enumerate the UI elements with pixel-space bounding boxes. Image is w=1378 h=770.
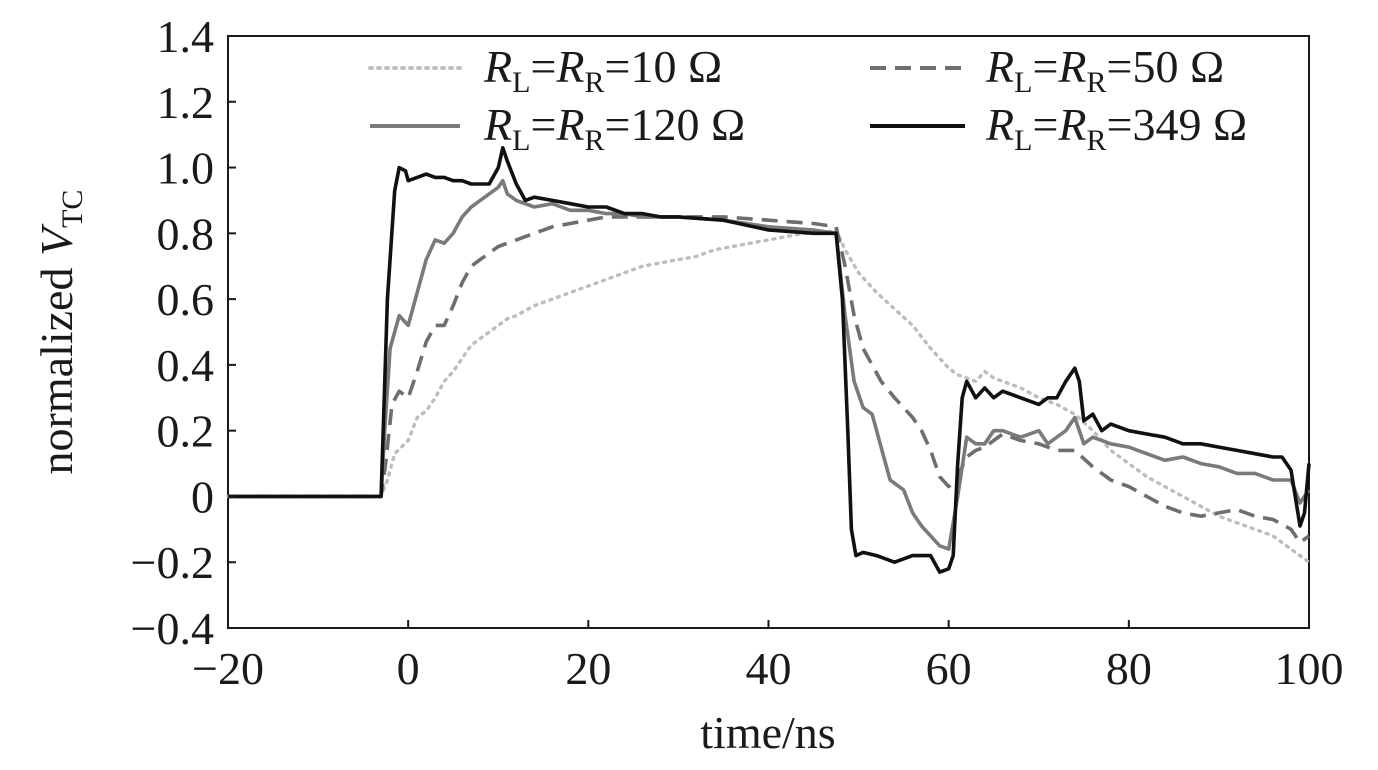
y-tick-label: 1.0 bbox=[157, 143, 215, 194]
y-tick-label: 0.2 bbox=[157, 406, 215, 457]
y-tick-label: −0.4 bbox=[131, 603, 214, 654]
series-layer bbox=[226, 146, 1311, 574]
series-line-3 bbox=[228, 146, 1311, 574]
legend: RL=RR=10 Ω RL=RR=50 Ω RL=RR=120 Ω RL=RR=349… bbox=[368, 41, 1247, 157]
y-tick-label: 0.4 bbox=[157, 340, 215, 391]
x-tick-label: −20 bbox=[192, 643, 264, 694]
legend-label-0: RL=RR=10 Ω bbox=[483, 41, 722, 99]
legend-label-3: RL=RR=349 Ω bbox=[985, 99, 1247, 157]
y-axis-title-sub: TC bbox=[56, 190, 89, 228]
x-tick-label: 60 bbox=[926, 643, 972, 694]
axis-ticks: −20 0 20 40 60 80 100 −0.4 −0.2 0 0.2 0.4 0.6 0.8 1.0 1… bbox=[131, 11, 1344, 694]
y-tick-label: −0.2 bbox=[131, 537, 214, 588]
series-line-1 bbox=[228, 215, 1311, 545]
x-tick-label: 20 bbox=[565, 643, 611, 694]
y-tick-label: 0 bbox=[191, 471, 214, 522]
legend-label-1: RL=RR=50 Ω bbox=[985, 41, 1224, 99]
y-axis-title-prefix: normalized bbox=[31, 256, 82, 474]
x-tick-label: 100 bbox=[1275, 643, 1344, 694]
y-tick-label: 0.6 bbox=[157, 274, 215, 325]
x-tick-label: 0 bbox=[397, 643, 420, 694]
x-tick-label: 80 bbox=[1106, 643, 1152, 694]
y-tick-label: 1.4 bbox=[157, 11, 215, 62]
legend-label-2: RL=RR=120 Ω bbox=[483, 99, 745, 157]
x-tick-label: 40 bbox=[746, 643, 792, 694]
y-tick-label: 0.8 bbox=[157, 208, 215, 259]
y-axis-title-var: V bbox=[31, 223, 82, 256]
y-axis-title: normalized VTC bbox=[31, 190, 89, 475]
y-tick-label: 1.2 bbox=[157, 77, 215, 128]
x-axis-title: time/ns bbox=[700, 707, 835, 758]
series-line-2 bbox=[228, 178, 1311, 551]
